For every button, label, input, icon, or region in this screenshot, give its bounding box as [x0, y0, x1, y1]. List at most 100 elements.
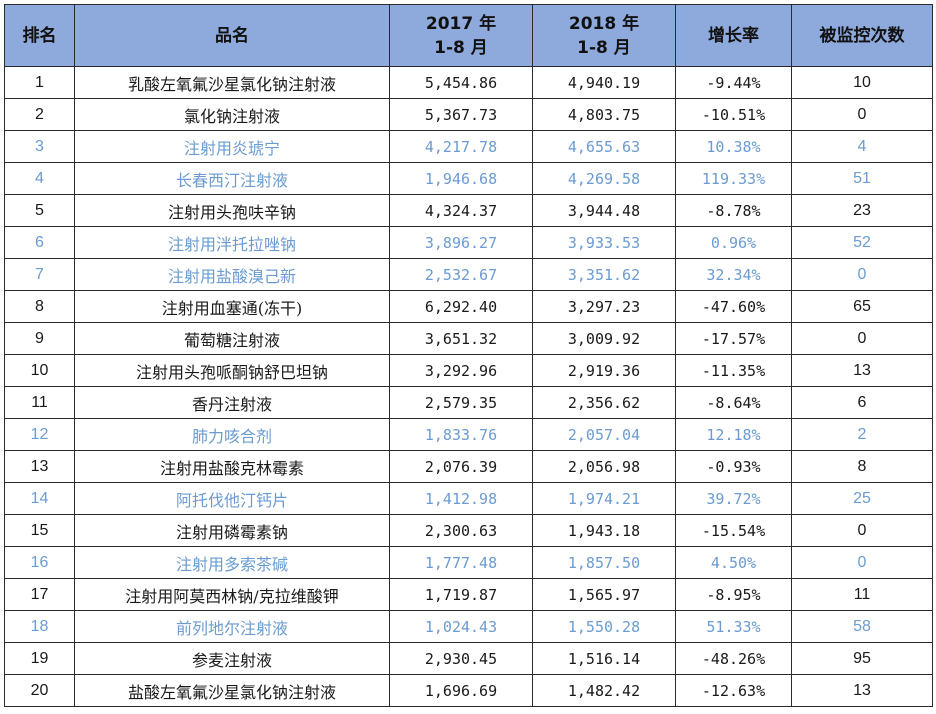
- cell-2018-value: 3,944.48: [532, 194, 676, 227]
- header-monitored: 被监控次数: [791, 4, 933, 67]
- cell-monitored-count: 2: [791, 418, 933, 451]
- cell-rank: 3: [4, 130, 75, 163]
- cell-monitored-count: 95: [791, 642, 933, 675]
- cell-2018-value: 1,857.50: [532, 546, 676, 579]
- cell-growth-rate: -0.93%: [675, 450, 792, 483]
- cell-growth-rate: 39.72%: [675, 482, 792, 515]
- cell-2017-value: 2,300.63: [389, 514, 533, 547]
- table-row: 7 注射用盐酸溴己新 2,532.67 3,351.62 32.34% 0: [4, 258, 933, 291]
- cell-rank: 13: [4, 450, 75, 483]
- cell-drug-name: 注射用磷霉素钠: [74, 514, 390, 547]
- cell-growth-rate: -8.78%: [675, 194, 792, 227]
- cell-2017-value: 1,024.43: [389, 610, 533, 643]
- cell-monitored-count: 8: [791, 450, 933, 483]
- table-row: 17 注射用阿莫西林钠/克拉维酸钾 1,719.87 1,565.97 -8.95% 11: [4, 578, 933, 611]
- cell-rank: 19: [4, 642, 75, 675]
- cell-monitored-count: 13: [791, 674, 933, 707]
- table-row: 13 注射用盐酸克林霉素 2,076.39 2,056.98 -0.93% 8: [4, 450, 933, 483]
- table-row: 2 氯化钠注射液 5,367.73 4,803.75 -10.51% 0: [4, 98, 933, 131]
- header-2017-year: 2017 年: [425, 13, 497, 34]
- cell-drug-name: 注射用泮托拉唑钠: [74, 226, 390, 259]
- cell-2017-value: 4,217.78: [389, 130, 533, 163]
- cell-2017-value: 1,719.87: [389, 578, 533, 611]
- cell-drug-name: 香丹注射液: [74, 386, 390, 419]
- table-body: 1 乳酸左氧氟沙星氯化钠注射液 5,454.86 4,940.19 -9.44% 10 2 氯…: [4, 66, 933, 707]
- cell-rank: 15: [4, 514, 75, 547]
- cell-2017-value: 1,777.48: [389, 546, 533, 579]
- cell-monitored-count: 0: [791, 546, 933, 579]
- cell-growth-rate: 51.33%: [675, 610, 792, 643]
- header-name: 品名: [74, 4, 390, 67]
- cell-drug-name: 盐酸左氧氟沙星氯化钠注射液: [74, 674, 390, 707]
- cell-2018-value: 1,550.28: [532, 610, 676, 643]
- cell-2017-value: 6,292.40: [389, 290, 533, 323]
- cell-drug-name: 氯化钠注射液: [74, 98, 390, 131]
- cell-drug-name: 注射用炎琥宁: [74, 130, 390, 163]
- cell-rank: 20: [4, 674, 75, 707]
- cell-2018-value: 3,351.62: [532, 258, 676, 291]
- cell-rank: 17: [4, 578, 75, 611]
- table-row: 14 阿托伐他汀钙片 1,412.98 1,974.21 39.72% 25: [4, 482, 933, 515]
- cell-monitored-count: 13: [791, 354, 933, 387]
- cell-2018-value: 3,297.23: [532, 290, 676, 323]
- cell-2018-value: 4,269.58: [532, 162, 676, 195]
- cell-drug-name: 乳酸左氧氟沙星氯化钠注射液: [74, 66, 390, 99]
- cell-growth-rate: -8.64%: [675, 386, 792, 419]
- cell-drug-name: 注射用盐酸溴己新: [74, 258, 390, 291]
- table-row: 20 盐酸左氧氟沙星氯化钠注射液 1,696.69 1,482.42 -12.63% 13: [4, 674, 933, 707]
- cell-monitored-count: 51: [791, 162, 933, 195]
- cell-2017-value: 1,833.76: [389, 418, 533, 451]
- cell-growth-rate: -9.44%: [675, 66, 792, 99]
- header-2017-period: 1-8 月: [434, 37, 488, 58]
- cell-monitored-count: 11: [791, 578, 933, 611]
- cell-2017-value: 2,532.67: [389, 258, 533, 291]
- table-row: 5 注射用头孢呋辛钠 4,324.37 3,944.48 -8.78% 23: [4, 194, 933, 227]
- cell-monitored-count: 0: [791, 258, 933, 291]
- cell-rank: 7: [4, 258, 75, 291]
- cell-2018-value: 1,516.14: [532, 642, 676, 675]
- table-row: 12 肺力咳合剂 1,833.76 2,057.04 12.18% 2: [4, 418, 933, 451]
- cell-drug-name: 注射用盐酸克林霉素: [74, 450, 390, 483]
- cell-drug-name: 长春西汀注射液: [74, 162, 390, 195]
- cell-2018-value: 4,655.63: [532, 130, 676, 163]
- drug-ranking-table: 排名 品名 2017 年 1-8 月 2018 年 1-8 月 增长率 被监控次…: [4, 4, 933, 707]
- cell-drug-name: 注射用头孢呋辛钠: [74, 194, 390, 227]
- cell-rank: 1: [4, 66, 75, 99]
- cell-monitored-count: 65: [791, 290, 933, 323]
- cell-growth-rate: -11.35%: [675, 354, 792, 387]
- table-row: 11 香丹注射液 2,579.35 2,356.62 -8.64% 6: [4, 386, 933, 419]
- table-row: 3 注射用炎琥宁 4,217.78 4,655.63 10.38% 4: [4, 130, 933, 163]
- cell-monitored-count: 10: [791, 66, 933, 99]
- header-2018: 2018 年 1-8 月: [532, 4, 676, 67]
- table-row: 16 注射用多索茶碱 1,777.48 1,857.50 4.50% 0: [4, 546, 933, 579]
- cell-rank: 8: [4, 290, 75, 323]
- cell-drug-name: 注射用血塞通(冻干): [74, 290, 390, 323]
- cell-growth-rate: -15.54%: [675, 514, 792, 547]
- cell-rank: 4: [4, 162, 75, 195]
- cell-2017-value: 2,579.35: [389, 386, 533, 419]
- cell-rank: 14: [4, 482, 75, 515]
- cell-rank: 18: [4, 610, 75, 643]
- cell-growth-rate: 4.50%: [675, 546, 792, 579]
- cell-2018-value: 1,974.21: [532, 482, 676, 515]
- cell-2018-value: 1,565.97: [532, 578, 676, 611]
- cell-growth-rate: 119.33%: [675, 162, 792, 195]
- cell-2017-value: 4,324.37: [389, 194, 533, 227]
- cell-monitored-count: 4: [791, 130, 933, 163]
- cell-growth-rate: 0.96%: [675, 226, 792, 259]
- cell-monitored-count: 23: [791, 194, 933, 227]
- cell-2018-value: 2,356.62: [532, 386, 676, 419]
- header-row: 排名 品名 2017 年 1-8 月 2018 年 1-8 月 增长率 被监控次…: [4, 4, 933, 67]
- table-row: 10 注射用头孢哌酮钠舒巴坦钠 3,292.96 2,919.36 -11.35% 13: [4, 354, 933, 387]
- cell-rank: 2: [4, 98, 75, 131]
- cell-2018-value: 2,057.04: [532, 418, 676, 451]
- cell-drug-name: 前列地尔注射液: [74, 610, 390, 643]
- table-row: 18 前列地尔注射液 1,024.43 1,550.28 51.33% 58: [4, 610, 933, 643]
- cell-drug-name: 注射用阿莫西林钠/克拉维酸钾: [74, 578, 390, 611]
- table-header: 排名 品名 2017 年 1-8 月 2018 年 1-8 月 增长率 被监控次…: [4, 4, 933, 67]
- cell-2017-value: 1,696.69: [389, 674, 533, 707]
- cell-monitored-count: 0: [791, 98, 933, 131]
- cell-2018-value: 1,943.18: [532, 514, 676, 547]
- cell-2017-value: 3,292.96: [389, 354, 533, 387]
- cell-rank: 9: [4, 322, 75, 355]
